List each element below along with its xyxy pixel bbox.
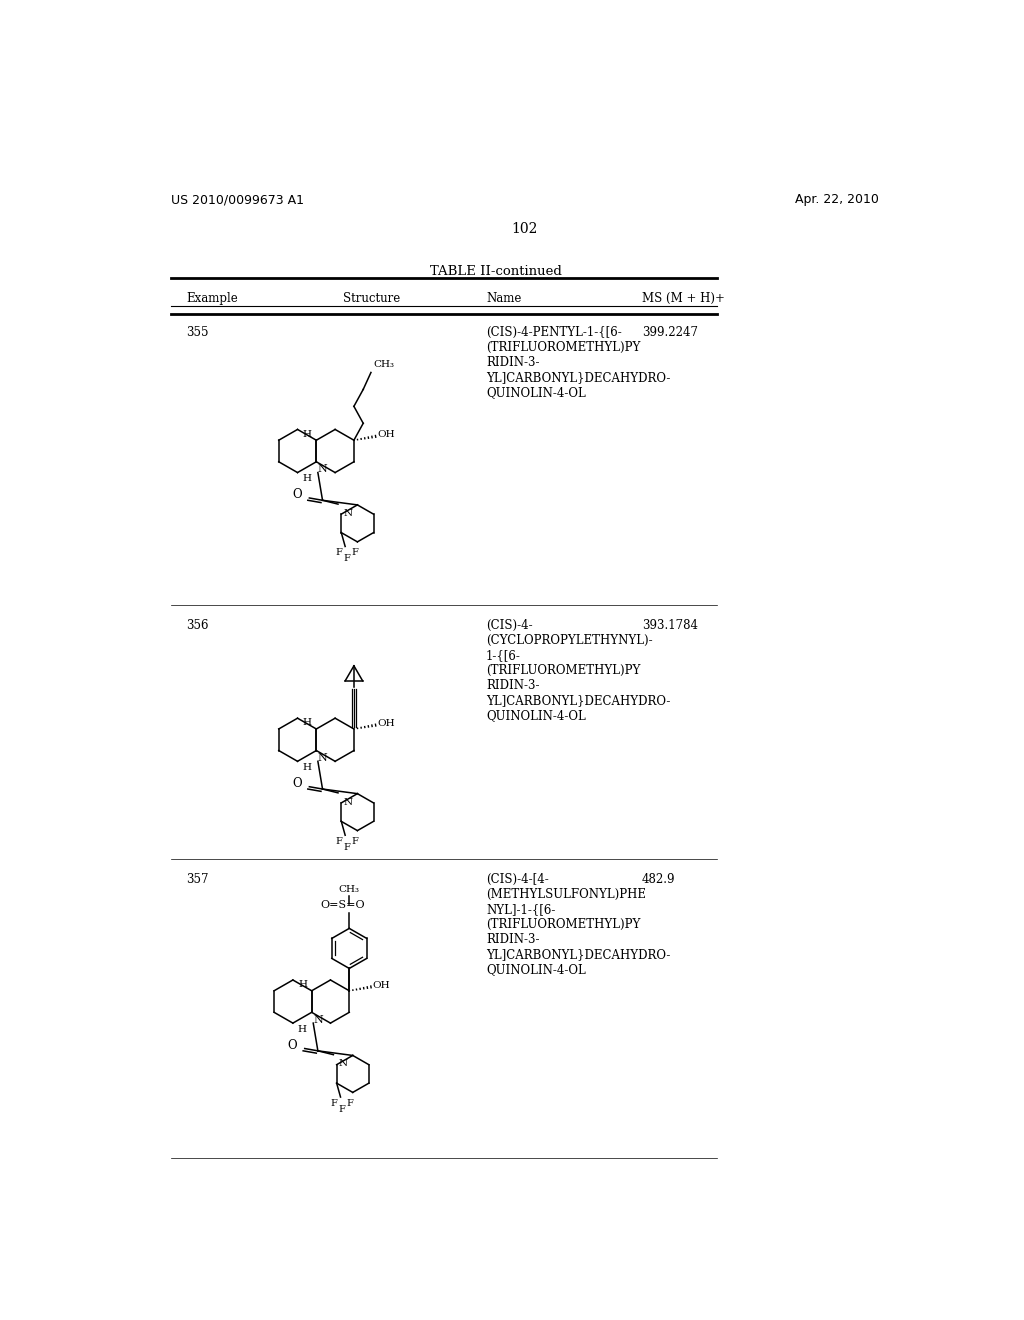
Text: TABLE II-continued: TABLE II-continued <box>430 264 562 277</box>
Text: (CIS)-4-PENTYL-1-{[6-
(TRIFLUOROMETHYL)PY
RIDIN-3-
YL]CARBONYL}DECAHYDRO-
QUINOL: (CIS)-4-PENTYL-1-{[6- (TRIFLUOROMETHYL)P… <box>486 326 671 399</box>
Text: 357: 357 <box>186 873 209 886</box>
Text: F: F <box>336 837 342 846</box>
Text: Apr. 22, 2010: Apr. 22, 2010 <box>795 193 879 206</box>
Text: H: H <box>298 1024 307 1034</box>
Text: Example: Example <box>186 293 238 305</box>
Text: O: O <box>288 1039 297 1052</box>
Text: O=S=O: O=S=O <box>321 900 366 911</box>
Text: OH: OH <box>377 430 395 440</box>
Text: 356: 356 <box>186 619 209 632</box>
Text: N: N <box>344 510 352 517</box>
Text: 399.2247: 399.2247 <box>642 326 697 339</box>
Text: O: O <box>292 777 302 791</box>
Text: F: F <box>351 837 358 846</box>
Text: O: O <box>292 488 302 502</box>
Text: Structure: Structure <box>343 293 400 305</box>
Text: H: H <box>303 430 311 438</box>
Text: CH₃: CH₃ <box>374 359 394 368</box>
Text: F: F <box>331 1098 338 1107</box>
Text: 102: 102 <box>512 222 538 235</box>
Text: H: H <box>303 718 311 727</box>
Text: F: F <box>351 548 358 557</box>
Text: N: N <box>317 752 328 763</box>
Text: N: N <box>339 1060 348 1068</box>
Text: (CIS)-4-
(CYCLOPROPYLETHYNYL)-
1-{[6-
(TRIFLUOROMETHYL)PY
RIDIN-3-
YL]CARBONYL}D: (CIS)-4- (CYCLOPROPYLETHYNYL)- 1-{[6- (T… <box>486 619 671 722</box>
Text: H: H <box>298 981 307 989</box>
Text: 393.1784: 393.1784 <box>642 619 697 632</box>
Text: 355: 355 <box>186 326 209 339</box>
Text: N: N <box>313 1015 323 1024</box>
Text: N: N <box>317 465 328 474</box>
Text: H: H <box>302 474 311 483</box>
Text: F: F <box>346 1098 353 1107</box>
Text: F: F <box>343 843 350 851</box>
Text: OH: OH <box>373 981 390 990</box>
Text: F: F <box>336 548 342 557</box>
Text: (CIS)-4-[4-
(METHYLSULFONYL)PHE
NYL]-1-{[6-
(TRIFLUOROMETHYL)PY
RIDIN-3-
YL]CARB: (CIS)-4-[4- (METHYLSULFONYL)PHE NYL]-1-{… <box>486 873 671 975</box>
Text: H: H <box>302 763 311 772</box>
Text: Name: Name <box>486 293 521 305</box>
Text: F: F <box>343 554 350 564</box>
Text: US 2010/0099673 A1: US 2010/0099673 A1 <box>171 193 304 206</box>
Text: MS (M + H)+: MS (M + H)+ <box>642 293 725 305</box>
Text: 482.9: 482.9 <box>642 873 675 886</box>
Text: F: F <box>339 1105 345 1114</box>
Text: N: N <box>344 797 352 807</box>
Text: CH₃: CH₃ <box>339 884 359 894</box>
Text: OH: OH <box>377 719 395 729</box>
